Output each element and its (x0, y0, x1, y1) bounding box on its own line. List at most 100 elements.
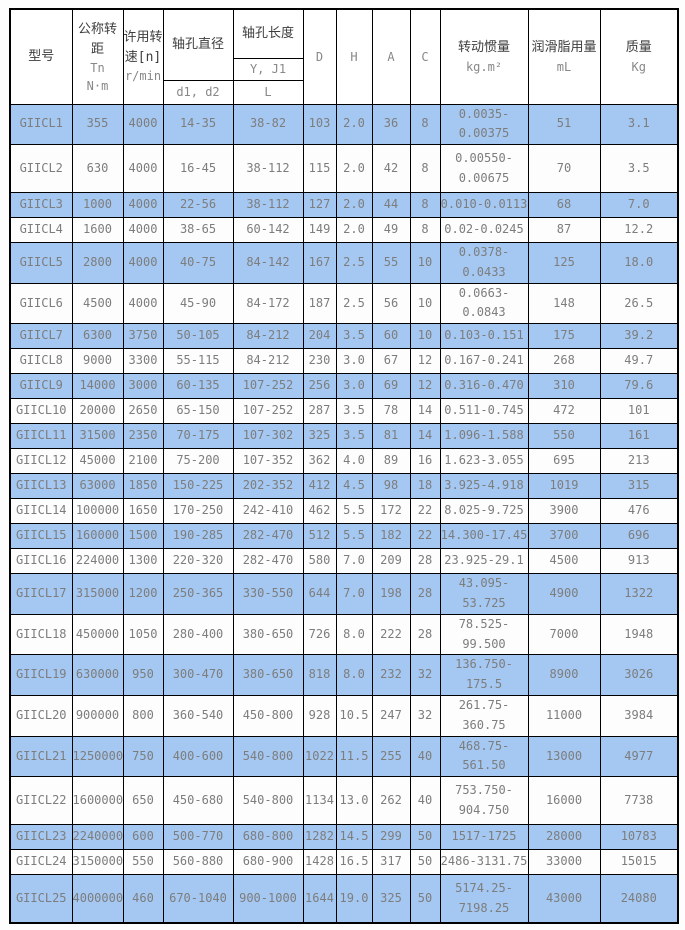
cell-bore-diameter: 50-105 (162, 323, 234, 350)
cell-a: 56 (371, 282, 411, 325)
cell-bore-length: 38-82 (232, 103, 304, 146)
cell-mass: 101 (599, 398, 679, 425)
header-bore-length-l-label: L (264, 85, 272, 99)
cell-grease: 148 (527, 282, 601, 325)
cell-mass: 1948 (599, 613, 679, 656)
cell-mass: 49.7 (599, 348, 679, 375)
table-row: GIICL20 900000 800 360-540 450-800 928 10.5 247… (9, 695, 679, 737)
header-mass-unit: Kg (631, 59, 646, 74)
table-row: GIICL15 160000 1500 190-285 282-470 512 5.5 182… (9, 523, 679, 550)
cell-a: 182 (371, 523, 411, 550)
header-bore-diameter-d1d2: d1, d2 (162, 79, 234, 105)
header-grease-unit: mL (556, 59, 572, 74)
table-row: GIICL25 4000000 460 670-1040 900-1000 1644 19.… (9, 874, 679, 924)
cell-model: GIICL5 (9, 242, 73, 284)
cell-speed: 4000 (122, 192, 164, 219)
cell-d: 256 (302, 373, 337, 400)
header-bore-length-yj1-label: Y, J1 (249, 62, 287, 76)
table-row: GIICL18 450000 1050 280-400 380-650 726 8.0 222… (9, 613, 679, 656)
cell-grease: 51 (527, 103, 601, 146)
header-col-h-label: H (350, 49, 358, 64)
cell-bore-diameter: 500-770 (162, 824, 234, 851)
cell-grease: 43000 (527, 874, 601, 924)
table-row: GIICL4 1600 4000 38-65 60-142 149 2.0 49 8 0.02-0… (9, 217, 679, 244)
header-torque-unit: N·m (86, 79, 109, 94)
header-model-label: 型号 (28, 49, 55, 64)
cell-inertia: 0.0035-0.00375 (439, 103, 529, 146)
cell-bore-length: 242-410 (232, 498, 304, 525)
cell-a: 325 (371, 874, 411, 924)
cell-bore-length: 202-352 (232, 473, 304, 500)
cell-d: 928 (302, 695, 337, 737)
cell-model: GIICL19 (9, 654, 73, 697)
cell-c: 16 (409, 448, 441, 475)
cell-c: 12 (409, 348, 441, 375)
cell-inertia: 753.750- 904.750 (439, 776, 529, 826)
cell-bore-length: 380-650 (232, 654, 304, 697)
cell-bore-length: 680-900 (232, 849, 304, 876)
cell-d: 149 (302, 217, 337, 244)
cell-bore-diameter: 250-365 (162, 573, 234, 615)
cell-c: 50 (409, 849, 441, 876)
cell-h: 7.0 (335, 548, 373, 575)
cell-bore-length: 84-212 (232, 323, 304, 350)
header-nominal-torque: 公称转距 Tn N·m (71, 8, 124, 105)
cell-inertia: 23.925-29.1 (439, 548, 529, 575)
cell-a: 255 (371, 735, 411, 778)
cell-speed: 1650 (122, 498, 164, 525)
cell-a: 222 (371, 613, 411, 656)
cell-bore-diameter: 75-200 (162, 448, 234, 475)
cell-inertia: 78.525-99.500 (439, 613, 529, 656)
cell-model: GIICL6 (9, 282, 73, 325)
cell-speed: 3300 (122, 348, 164, 375)
cell-d: 127 (302, 192, 337, 219)
cell-bore-diameter: 38-65 (162, 217, 234, 244)
cell-bore-length: 107-302 (232, 423, 304, 450)
cell-speed: 2650 (122, 398, 164, 425)
cell-h: 8.0 (335, 613, 373, 656)
cell-torque: 630000 (71, 654, 124, 697)
cell-a: 247 (371, 695, 411, 737)
cell-mass: 7738 (599, 776, 679, 826)
cell-torque: 63000 (71, 473, 124, 500)
cell-d: 412 (302, 473, 337, 500)
cell-bore-length: 107-252 (232, 398, 304, 425)
cell-torque: 1250000 (71, 735, 124, 778)
cell-mass: 476 (599, 498, 679, 525)
cell-a: 262 (371, 776, 411, 826)
header-speed-unit: r/min (124, 69, 162, 84)
header-col-a: A (371, 8, 411, 105)
cell-bore-length: 84-212 (232, 348, 304, 375)
cell-bore-length: 60-142 (232, 217, 304, 244)
header-inertia-unit: kg.m² (465, 59, 503, 74)
cell-h: 2.0 (335, 103, 373, 146)
cell-h: 19.0 (335, 874, 373, 924)
cell-d: 512 (302, 523, 337, 550)
cell-mass: 26.5 (599, 282, 679, 325)
cell-mass: 4977 (599, 735, 679, 778)
cell-bore-diameter: 190-285 (162, 523, 234, 550)
cell-a: 67 (371, 348, 411, 375)
table-row: GIICL13 63000 1850 150-225 202-352 412 4.5 98 18… (9, 473, 679, 500)
cell-mass: 24080 (599, 874, 679, 924)
cell-h: 3.5 (335, 398, 373, 425)
cell-model: GIICL14 (9, 498, 73, 525)
cell-mass: 696 (599, 523, 679, 550)
cell-grease: 125 (527, 242, 601, 284)
cell-mass: 1322 (599, 573, 679, 615)
header-col-d: D (302, 8, 337, 105)
cell-bore-length: 38-112 (232, 144, 304, 194)
cell-grease: 68 (527, 192, 601, 219)
cell-speed: 4000 (122, 282, 164, 325)
cell-bore-diameter: 14-35 (162, 103, 234, 146)
cell-grease: 28000 (527, 824, 601, 851)
cell-bore-diameter: 560-880 (162, 849, 234, 876)
cell-mass: 15015 (599, 849, 679, 876)
cell-h: 5.5 (335, 523, 373, 550)
cell-bore-length: 282-470 (232, 548, 304, 575)
cell-bore-length: 38-112 (232, 192, 304, 219)
table-row: GIICL17 315000 1200 250-365 330-550 644 7.0 198… (9, 573, 679, 615)
cell-bore-length: 680-800 (232, 824, 304, 851)
cell-grease: 472 (527, 398, 601, 425)
cell-torque: 450000 (71, 613, 124, 656)
